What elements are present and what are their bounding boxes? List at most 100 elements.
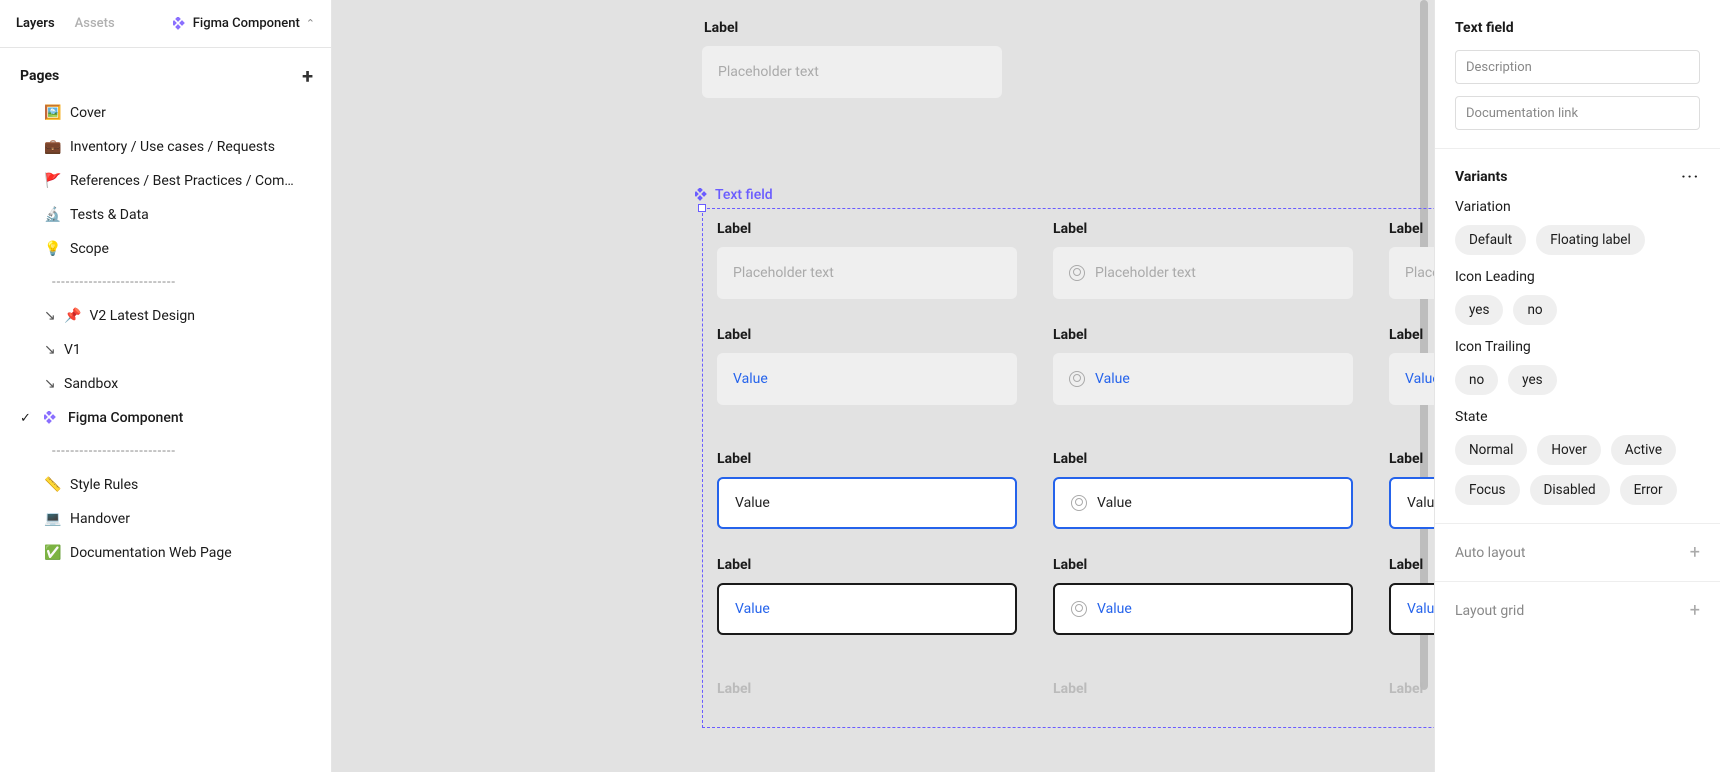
frame-title[interactable]: Text field	[695, 187, 773, 203]
more-icon[interactable]: ···	[1681, 169, 1700, 185]
page-item[interactable]: 💻Handover	[8, 502, 323, 536]
text-field: Value	[1389, 477, 1434, 529]
page-icon: 💼	[44, 139, 62, 155]
page-item[interactable]: 📏 Style Rules	[8, 468, 323, 502]
field-label: Label	[1053, 451, 1353, 467]
description-input[interactable]: Description	[1455, 50, 1700, 84]
variant-cell[interactable]: Label Value	[1053, 327, 1353, 405]
variant-cell[interactable]: Label Value	[1053, 557, 1353, 635]
variant-cell[interactable]: Label Value	[1389, 327, 1434, 405]
variant-cell[interactable]: Label	[1053, 681, 1353, 707]
add-page-button[interactable]: +	[302, 66, 313, 86]
page-item[interactable]: 🚩References / Best Practices / Com…	[8, 164, 323, 198]
page-label: Style Rules	[70, 477, 138, 493]
variant-cell[interactable]: Label Placeholder text	[717, 221, 1017, 299]
tab-layers[interactable]: Layers	[16, 16, 55, 31]
variant-option[interactable]: Hover	[1537, 435, 1600, 465]
field-label: Label	[1389, 451, 1434, 467]
tab-assets[interactable]: Assets	[75, 16, 115, 31]
page-separator: ---------------------------	[8, 266, 323, 299]
component-set-frame[interactable]: Text field Label Placeholder text Label …	[702, 208, 1434, 728]
variant-cell[interactable]: Label Value	[1389, 557, 1434, 635]
prop-options: Normal Hover Active Focus Disabled Error	[1455, 435, 1700, 505]
arrow-icon: ↘	[44, 342, 56, 358]
canvas[interactable]: Label Placeholder text Text field Label …	[332, 0, 1434, 772]
prop-options: yes no	[1455, 295, 1700, 325]
variant-cell[interactable]: Label	[1389, 681, 1434, 707]
page-label: Cover	[70, 105, 106, 121]
page-item[interactable]: 💼 Inventory / Use cases / Requests	[8, 130, 323, 164]
field-label: Label	[1053, 681, 1353, 697]
page-icon: 🔬	[44, 207, 62, 223]
component-info-section: Text field Description Documentation lin…	[1435, 0, 1720, 149]
add-icon[interactable]: +	[1690, 600, 1700, 621]
page-list: 🖼️Cover 💼 Inventory / Use cases / Request…	[0, 96, 331, 578]
variant-option[interactable]: Focus	[1455, 475, 1520, 505]
page-item[interactable]: 💡Scope	[8, 232, 323, 266]
page-item[interactable]: ↘📌V2 Latest Design	[8, 299, 323, 333]
variant-option[interactable]: no	[1455, 365, 1498, 395]
add-icon[interactable]: +	[1690, 542, 1700, 563]
text-field-placeholder: Placeholder text	[702, 46, 1002, 98]
page-icon: 📏	[44, 477, 62, 493]
text-field: Placeholder text	[1053, 247, 1353, 299]
variant-cell[interactable]: Label Value	[717, 451, 1017, 529]
layout-grid-label: Layout grid	[1455, 603, 1524, 619]
variant-cell[interactable]: Label Placeholder text	[1053, 221, 1353, 299]
breadcrumb-label: Figma Component	[193, 16, 300, 31]
text-field: Placeholder text	[717, 247, 1017, 299]
page-label: Inventory / Use cases / Requests	[70, 139, 275, 155]
page-label: V2 Latest Design	[89, 308, 195, 324]
prop-options: Default Floating label	[1455, 225, 1700, 255]
variant-row: Label Placeholder text Label Placeholder…	[703, 221, 1434, 299]
page-item[interactable]: 🖼️Cover	[8, 96, 323, 130]
variant-option[interactable]: yes	[1508, 365, 1556, 395]
layout-grid-row[interactable]: Layout grid +	[1435, 582, 1720, 639]
left-panel: Layers Assets Figma Component ⌃ Pages + …	[0, 0, 332, 772]
page-item[interactable]: ✅Documentation Web Page	[8, 536, 323, 570]
auto-layout-label: Auto layout	[1455, 545, 1525, 561]
page-label: Scope	[70, 241, 109, 257]
canvas-field-solo[interactable]: Label Placeholder text	[332, 0, 1434, 98]
variant-cell[interactable]: Label Value	[1053, 451, 1353, 529]
variant-option[interactable]: yes	[1455, 295, 1503, 325]
component-icon	[44, 411, 58, 425]
variant-option[interactable]: Floating label	[1536, 225, 1645, 255]
right-panel: Text field Description Documentation lin…	[1434, 0, 1720, 772]
variant-row: Label Value Label Value Label Value	[703, 557, 1434, 635]
chevron-up-icon: ⌃	[306, 17, 315, 30]
variant-cell[interactable]: Label Value	[717, 557, 1017, 635]
variant-cell[interactable]: Label	[717, 681, 1017, 707]
variant-option[interactable]: Disabled	[1530, 475, 1610, 505]
text-field: Value	[717, 477, 1017, 529]
variant-row: Label Value Label Value Label Value	[703, 327, 1434, 405]
variant-option[interactable]: Default	[1455, 225, 1526, 255]
page-item[interactable]: ↘Sandbox	[8, 367, 323, 401]
page-item[interactable]: 🔬Tests & Data	[8, 198, 323, 232]
user-icon	[1069, 371, 1085, 387]
field-label: Label	[1053, 327, 1353, 343]
doclink-input[interactable]: Documentation link	[1455, 96, 1700, 130]
field-label: Label	[717, 681, 1017, 697]
page-breadcrumb[interactable]: Figma Component ⌃	[173, 16, 315, 31]
selection-handle[interactable]	[698, 204, 706, 212]
variant-option[interactable]: Active	[1611, 435, 1676, 465]
variant-option[interactable]: no	[1513, 295, 1556, 325]
variant-cell[interactable]: Label Placeholder text	[1389, 221, 1434, 299]
variant-cell[interactable]: Label Value	[1389, 451, 1434, 529]
field-label: Label	[1053, 557, 1353, 573]
text-field: Value	[1389, 353, 1434, 405]
page-item[interactable]: ↘V1	[8, 333, 323, 367]
page-label: References / Best Practices / Com…	[70, 173, 294, 189]
page-icon: 💻	[44, 511, 62, 527]
auto-layout-row[interactable]: Auto layout +	[1435, 524, 1720, 582]
variant-option[interactable]: Error	[1620, 475, 1677, 505]
variant-option[interactable]: Normal	[1455, 435, 1527, 465]
prop-options: no yes	[1455, 365, 1700, 395]
variant-cell[interactable]: Label Value	[717, 327, 1017, 405]
frame-title-text: Text field	[715, 187, 773, 203]
user-icon	[1071, 601, 1087, 617]
field-label: Label	[717, 557, 1017, 573]
field-label: Label	[1389, 681, 1434, 697]
page-item-active[interactable]: Figma Component	[8, 401, 323, 435]
